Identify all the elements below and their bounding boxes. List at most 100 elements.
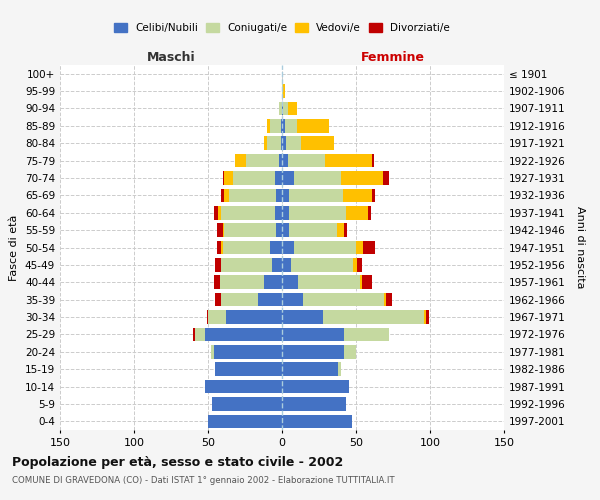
Bar xyxy=(425,310,428,324)
Bar xyxy=(282,188,289,202)
Bar xyxy=(353,258,358,272)
Bar xyxy=(208,310,226,324)
Bar xyxy=(221,206,275,220)
Bar xyxy=(343,188,372,202)
Bar xyxy=(282,84,283,98)
Bar xyxy=(233,171,275,185)
Bar xyxy=(282,102,283,115)
Bar xyxy=(206,310,208,324)
Bar xyxy=(383,171,389,185)
Bar xyxy=(215,293,221,306)
Bar xyxy=(346,206,368,220)
Bar xyxy=(282,136,286,150)
Bar xyxy=(282,345,344,358)
Bar xyxy=(217,240,221,254)
Bar xyxy=(289,206,346,220)
Y-axis label: Anni di nascita: Anni di nascita xyxy=(575,206,585,289)
Bar xyxy=(214,276,220,289)
Bar xyxy=(344,224,347,237)
Bar xyxy=(282,293,303,306)
Bar xyxy=(276,188,282,202)
Bar xyxy=(264,136,267,150)
Bar xyxy=(205,380,282,394)
Text: COMUNE DI GRAVEDONA (CO) - Dati ISTAT 1° gennaio 2002 - Elaborazione TUTTITALIA.: COMUNE DI GRAVEDONA (CO) - Dati ISTAT 1°… xyxy=(12,476,395,485)
Bar xyxy=(264,276,282,289)
Bar xyxy=(270,119,281,132)
Bar xyxy=(283,102,288,115)
Bar xyxy=(337,224,344,237)
Bar xyxy=(386,293,392,306)
Bar xyxy=(220,276,264,289)
Bar xyxy=(275,171,282,185)
Bar xyxy=(279,102,282,115)
Bar xyxy=(384,293,386,306)
Bar xyxy=(361,276,362,289)
Legend: Celibi/Nubili, Coniugati/e, Vedovi/e, Divorziati/e: Celibi/Nubili, Coniugati/e, Vedovi/e, Di… xyxy=(110,19,454,38)
Bar xyxy=(282,258,291,272)
Bar xyxy=(205,328,282,341)
Text: Popolazione per età, sesso e stato civile - 2002: Popolazione per età, sesso e stato civil… xyxy=(12,456,343,469)
Bar xyxy=(221,258,272,272)
Bar xyxy=(344,328,389,341)
Bar xyxy=(282,154,288,168)
Bar xyxy=(282,119,285,132)
Bar xyxy=(229,188,276,202)
Bar xyxy=(272,258,282,272)
Bar xyxy=(214,345,282,358)
Bar xyxy=(221,188,224,202)
Bar xyxy=(344,345,356,358)
Bar xyxy=(294,171,341,185)
Bar xyxy=(368,206,371,220)
Bar xyxy=(289,224,337,237)
Bar xyxy=(301,136,334,150)
Bar xyxy=(285,119,297,132)
Bar xyxy=(323,310,424,324)
Bar xyxy=(282,224,289,237)
Text: Maschi: Maschi xyxy=(146,51,196,64)
Bar xyxy=(226,310,282,324)
Bar xyxy=(275,206,282,220)
Bar xyxy=(224,171,233,185)
Bar xyxy=(282,414,352,428)
Bar xyxy=(303,293,384,306)
Bar xyxy=(282,240,294,254)
Bar xyxy=(372,188,375,202)
Bar xyxy=(193,328,194,341)
Bar xyxy=(282,276,298,289)
Bar xyxy=(223,224,224,237)
Bar xyxy=(325,154,372,168)
Bar xyxy=(281,136,282,150)
Bar xyxy=(221,293,259,306)
Bar xyxy=(224,188,229,202)
Bar xyxy=(223,171,224,185)
Bar xyxy=(364,240,375,254)
Bar xyxy=(281,119,282,132)
Bar xyxy=(279,154,282,168)
Bar xyxy=(362,276,372,289)
Bar xyxy=(214,206,218,220)
Bar xyxy=(211,345,214,358)
Bar xyxy=(247,154,279,168)
Bar xyxy=(288,154,325,168)
Bar xyxy=(356,240,364,254)
Bar xyxy=(288,102,297,115)
Bar xyxy=(270,240,282,254)
Bar xyxy=(283,84,285,98)
Bar xyxy=(267,136,281,150)
Bar xyxy=(218,206,221,220)
Bar xyxy=(267,119,270,132)
Bar xyxy=(294,240,356,254)
Bar xyxy=(291,258,353,272)
Bar xyxy=(297,119,329,132)
Bar xyxy=(208,414,282,428)
Bar xyxy=(223,240,270,254)
Bar xyxy=(217,224,223,237)
Bar xyxy=(286,136,301,150)
Y-axis label: Fasce di età: Fasce di età xyxy=(10,214,19,280)
Bar xyxy=(212,397,282,410)
Bar xyxy=(235,154,247,168)
Bar xyxy=(424,310,425,324)
Bar xyxy=(289,188,343,202)
Bar xyxy=(298,276,361,289)
Bar xyxy=(282,362,338,376)
